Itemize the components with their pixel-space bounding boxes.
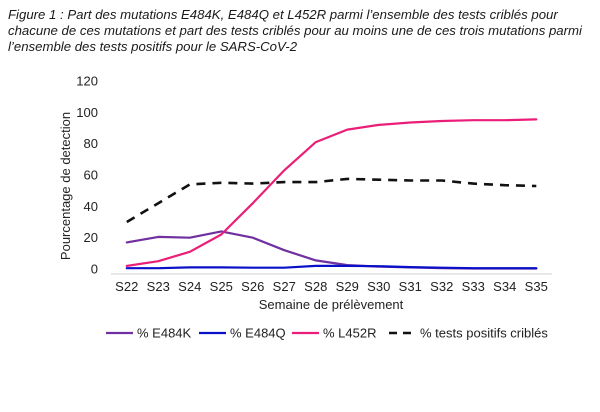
figure-caption: Figure 1 : Part des mutations E484K, E48… [8,7,582,54]
legend-label-e484k: % E484K [137,326,192,341]
series-line-e484k [125,230,538,270]
series-line-l452r [125,118,538,267]
legend-label-l452r: % L452R [323,326,376,341]
series-lines [125,118,538,270]
x-axis-title: Semaine de prélèvement [259,297,404,312]
x-tick-label: S33 [462,279,485,294]
x-tick-label: S30 [367,279,390,294]
y-tick-label: 0 [91,262,98,277]
series-line-tests-positifs-cribl-s [126,177,537,224]
legend-label-e484q: % E484Q [230,326,286,341]
x-tick-label: S34 [493,279,516,294]
y-tick-label: 20 [84,230,98,245]
x-tick-label: S27 [273,279,296,294]
x-tick-label: S31 [399,279,422,294]
y-axis-title-group: Pourcentage de detection [58,112,73,260]
y-tick-label: 40 [84,199,98,214]
x-tick-label: S23 [147,279,170,294]
y-tick-label: 60 [84,168,98,183]
x-tick-label: S25 [210,279,233,294]
x-tick-label: S28 [304,279,327,294]
y-tick-labels: 0 20 40 60 80 100 120 [76,74,98,277]
y-tick-label: 80 [84,136,98,151]
legend: % E484K % E484Q % L452R % tests positifs cr… [106,326,548,341]
x-tick-labels: S22 S23 S24 S25 S26 S27 S28 S29 S30 S31 S32 S33 S34 S… [115,279,548,294]
legend-label-tests-positifs-cribl-s: % tests positifs criblés [420,326,548,341]
y-tick-label: 120 [76,74,98,89]
y-axis-title: Pourcentage de detection [58,112,73,260]
x-tick-label: S26 [241,279,264,294]
y-tick-label: 100 [76,105,98,120]
x-tick-label: S24 [178,279,201,294]
series-line-e484q [125,264,538,270]
x-tick-label: S29 [336,279,359,294]
x-tick-label: S22 [115,279,138,294]
x-tick-label: S35 [525,279,548,294]
x-tick-label: S32 [430,279,453,294]
